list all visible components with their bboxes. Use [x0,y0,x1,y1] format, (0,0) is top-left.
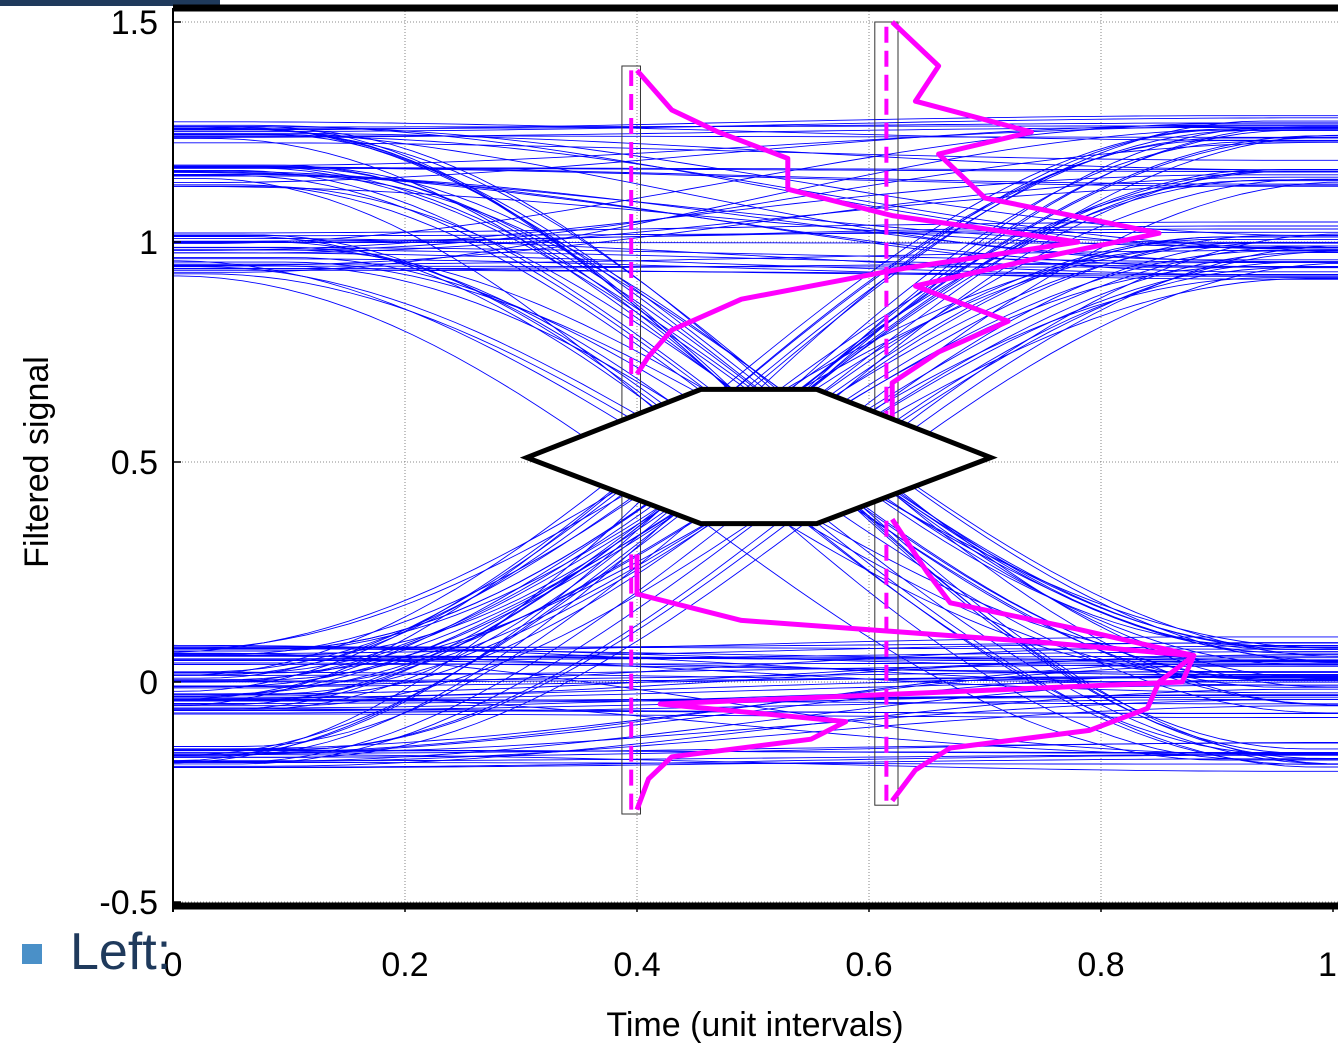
eye-trace [173,267,1338,277]
bullet-text: Left: [70,923,172,981]
bullet-marker [22,944,42,964]
eye-trace [173,662,1338,665]
eye-trace [173,171,1338,267]
eye-mask-layer [519,386,998,527]
y-tick-label: 0 [139,664,158,702]
y-tick-label: 0.5 [111,444,158,482]
y-tick-label: 1 [139,224,158,262]
eye-trace [173,758,1338,769]
x-tick-label: 0.2 [381,946,428,984]
eye-trace [173,127,1338,273]
y-tick-label: 1.5 [111,4,158,42]
x-tick-label: 1 [1318,946,1337,984]
eye-trace [173,693,1338,756]
eye-trace [173,135,1338,138]
eye-trace [173,657,1338,695]
eye-trace [173,142,1338,161]
y-tick-label: -0.5 [99,884,158,922]
eye-trace [173,684,1338,709]
x-axis-title: Time (unit intervals) [606,1006,903,1044]
eye-trace [173,645,1338,687]
eye-trace [173,688,1338,767]
eye-trace [173,642,1338,649]
eye-trace [173,132,1338,171]
eye-trace [173,713,1338,718]
eye-trace [173,252,1338,276]
histogram-curve [889,20,1162,418]
eye-trace [173,265,1338,268]
eye-trace [173,174,1338,251]
eye-trace [173,754,1338,772]
axis-ticks: -0.500.511.50 0.2 0.4 0.6 0.8 1 [99,4,1337,984]
histogram-curve [890,517,1197,803]
x-tick-label: 0.4 [613,946,660,984]
eye-trace [173,636,1338,655]
eye-trace [173,237,1338,276]
y-axis-title: Filtered signal [18,356,56,568]
eye-trace [173,136,1338,250]
eye-trace [173,648,1338,661]
eye-trace [173,115,1338,131]
eye-trace [173,124,1338,250]
eye-trace [173,754,1338,768]
eye-trace [173,166,1338,185]
eye-trace [173,262,1338,758]
plot-frame [172,4,1338,912]
eye-trace [173,258,1338,280]
eye-mask [519,386,998,527]
eye-trace [173,275,1338,761]
histogram-curve [634,554,1197,811]
x-tick-label: 0.6 [845,946,892,984]
eye-trace [173,176,1338,266]
histogram-layer [621,20,1197,815]
x-tick-label: 0.8 [1077,946,1124,984]
top-accent-strip [0,0,220,6]
eye-trace [173,140,1338,707]
eye-trace [173,233,1338,750]
eye-trace [173,646,1338,650]
eye-trace [173,221,1338,234]
histogram-curve [634,68,1081,376]
eye-trace [173,167,1338,171]
eye-trace [173,662,1338,673]
x-tick-label: 0 [164,946,183,984]
eye-trace [173,677,1338,700]
eye-trace [173,128,1338,676]
eye-trace [173,121,1338,141]
eye-trace [173,225,1338,244]
eye-trace [173,698,1338,714]
eye-trace [173,228,1338,242]
